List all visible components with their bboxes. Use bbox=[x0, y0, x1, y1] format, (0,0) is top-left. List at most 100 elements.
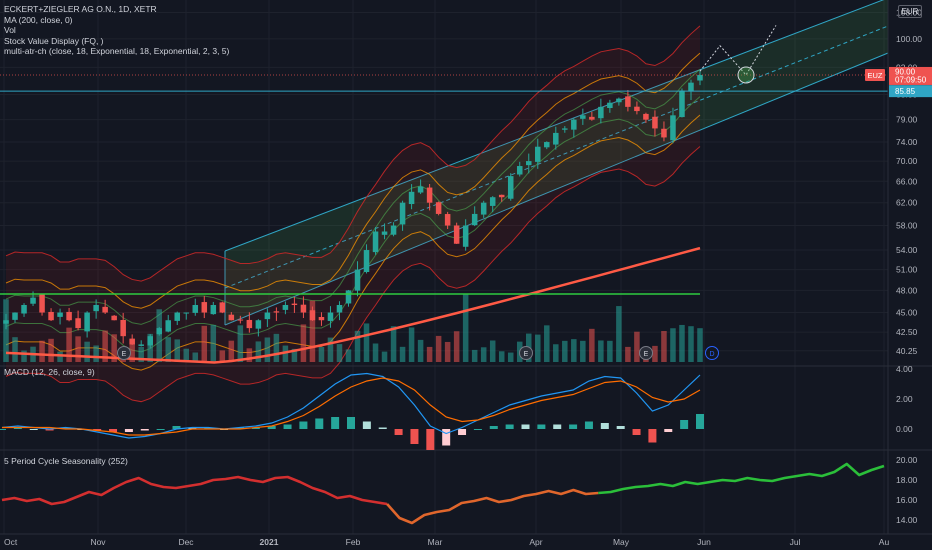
volume-bar-64 bbox=[580, 340, 586, 362]
candle-16 bbox=[147, 336, 153, 346]
candle-50 bbox=[453, 225, 460, 244]
vol-legend[interactable]: Vol bbox=[4, 25, 16, 36]
candle-28 bbox=[255, 320, 262, 329]
candle-22 bbox=[201, 302, 208, 313]
ma-legend[interactable]: MA (200, close, 0) bbox=[4, 14, 73, 25]
price-tick-label-1: 42.50 bbox=[896, 327, 918, 337]
earnings-badge-0 bbox=[117, 346, 131, 360]
volume-bar-35 bbox=[318, 347, 325, 362]
macd-hist-31 bbox=[489, 426, 498, 429]
symbol-title[interactable]: ECKERT+ZIEGLER AG O.N., 1D, XETR bbox=[4, 4, 157, 14]
candle-75 bbox=[679, 90, 685, 118]
macd-hist-2 bbox=[29, 429, 38, 430]
price-tag-value: 90.00 bbox=[895, 67, 916, 76]
candle-40 bbox=[363, 250, 370, 273]
atr-lower-inner bbox=[5, 96, 701, 353]
candle-39 bbox=[354, 269, 361, 291]
volume-bar-51 bbox=[462, 294, 469, 362]
candle-52 bbox=[471, 213, 478, 226]
volume-bar-63 bbox=[571, 339, 577, 362]
macd-pane[interactable] bbox=[0, 372, 704, 451]
currency-badge[interactable]: EUR bbox=[898, 5, 922, 18]
volume-bar-50 bbox=[453, 331, 460, 362]
macd-hist-25 bbox=[394, 429, 403, 435]
volume-bar-59 bbox=[535, 334, 541, 362]
macd-hist-35 bbox=[553, 424, 562, 429]
time-tick-label-10: Au bbox=[879, 537, 890, 547]
volume-bar-54 bbox=[489, 340, 496, 362]
candle-68 bbox=[616, 98, 622, 103]
candle-15 bbox=[138, 344, 144, 346]
candle-54 bbox=[489, 197, 496, 206]
macd-line bbox=[1, 372, 701, 439]
volume-bar-41 bbox=[372, 343, 379, 362]
volume-bar-6 bbox=[57, 351, 63, 362]
macd-hist-9 bbox=[140, 429, 149, 431]
price-tick-label-8: 66.00 bbox=[896, 176, 918, 186]
candle-34 bbox=[309, 310, 316, 321]
candle-73 bbox=[661, 128, 667, 138]
price-tick-label-3: 48.00 bbox=[896, 285, 918, 295]
volume-bar-32 bbox=[291, 348, 298, 362]
candle-37 bbox=[336, 304, 343, 313]
macd-hist-44 bbox=[696, 414, 704, 429]
candle-19 bbox=[174, 312, 181, 321]
atr-upper-mid bbox=[5, 52, 701, 309]
candle-26 bbox=[237, 319, 244, 321]
stock-value-legend[interactable]: Stock Value Display (FQ, ) bbox=[4, 35, 104, 46]
candle-43 bbox=[390, 225, 397, 235]
candle-5 bbox=[48, 311, 54, 321]
price-tag-countdown: 07:09:50 bbox=[895, 75, 927, 84]
volume-bar-31 bbox=[282, 345, 289, 362]
price-tick-label-9: 70.00 bbox=[896, 156, 918, 166]
candle-49 bbox=[444, 214, 451, 226]
season-tick-label-0: 14.00 bbox=[896, 515, 918, 525]
macd-legend[interactable]: MACD (12, 26, close, 9) bbox=[4, 367, 95, 377]
candle-65 bbox=[589, 116, 595, 120]
volume-bar-62 bbox=[562, 340, 568, 362]
candle-36 bbox=[327, 312, 334, 321]
macd-signal-line bbox=[2, 377, 701, 436]
channel-fill bbox=[225, 0, 888, 325]
price-tick-label-5: 54.00 bbox=[896, 245, 918, 255]
volume-bar-30 bbox=[273, 333, 280, 362]
volume-bar-1 bbox=[12, 337, 18, 362]
time-tick-label-8: Jun bbox=[697, 537, 711, 547]
candle-30 bbox=[273, 311, 280, 313]
candle-44 bbox=[399, 202, 406, 225]
volume-bar-22 bbox=[201, 325, 208, 362]
candle-58 bbox=[525, 161, 532, 166]
seasonality-pane[interactable] bbox=[1, 462, 885, 525]
atr-lower-mid bbox=[5, 114, 701, 371]
season-tick-label-1: 16.00 bbox=[896, 495, 918, 505]
earnings-letter-1: E bbox=[524, 351, 529, 358]
earnings-badge-1 bbox=[519, 346, 533, 360]
volume-bar-74 bbox=[670, 328, 676, 362]
atr-upper-outer bbox=[5, 25, 701, 282]
candle-66 bbox=[598, 106, 604, 119]
volume-bar-5 bbox=[48, 338, 54, 362]
macd-hist-37 bbox=[584, 421, 593, 429]
candle-25 bbox=[228, 314, 235, 321]
volume-bar-23 bbox=[210, 324, 217, 362]
price-tick-label-11: 79.00 bbox=[896, 115, 918, 125]
volume-bar-2 bbox=[21, 350, 27, 362]
macd-hist-16 bbox=[251, 427, 260, 429]
seasonality-legend[interactable]: 5 Period Cycle Seasonality (252) bbox=[4, 456, 128, 466]
macd-hist-32 bbox=[505, 424, 514, 429]
price-tick-label-4: 51.00 bbox=[896, 265, 918, 275]
atr-channel-legend[interactable]: multi-atr-ch (close, 18, Exponential, 18… bbox=[4, 46, 230, 57]
candle-10 bbox=[93, 304, 99, 312]
candle-12 bbox=[111, 315, 117, 321]
volume-bar-52 bbox=[471, 349, 478, 362]
price-tick-label-0: 40.25 bbox=[896, 346, 918, 356]
seasonality-segment-1 bbox=[386, 488, 599, 525]
candle-56 bbox=[507, 176, 514, 199]
volume-bar-8 bbox=[75, 336, 81, 362]
volume-bar-25 bbox=[228, 340, 235, 362]
candle-72 bbox=[652, 116, 658, 129]
candles[interactable] bbox=[3, 69, 703, 348]
volume-bar-0 bbox=[3, 299, 9, 362]
